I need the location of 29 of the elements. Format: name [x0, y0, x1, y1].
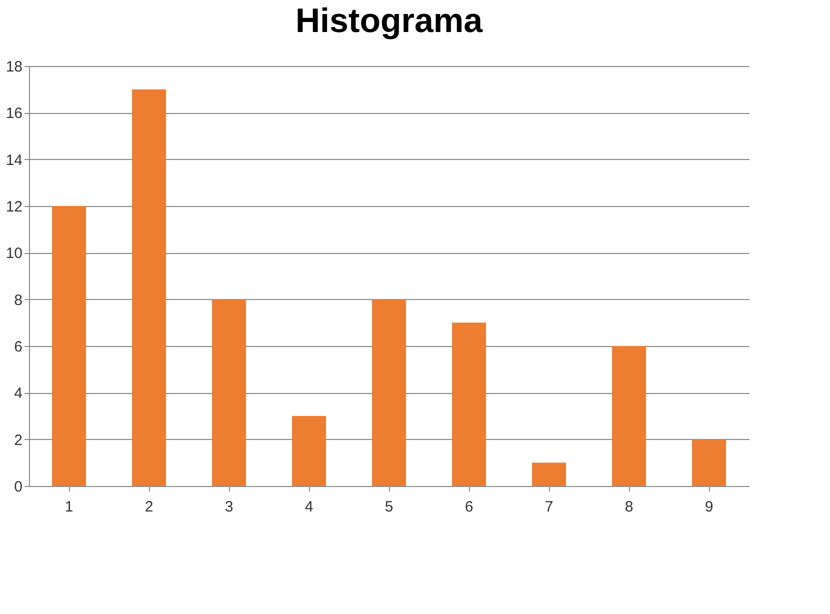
y-tick-label: 18	[6, 58, 22, 76]
bar	[132, 89, 166, 486]
x-tick-label: 4	[304, 498, 314, 516]
y-tick-label: 4	[14, 385, 22, 402]
x-tick-label: 2	[144, 498, 154, 516]
x-tick-label: 5	[384, 498, 394, 516]
bar	[692, 439, 726, 486]
x-tick-label: 1	[64, 498, 74, 516]
bar	[452, 322, 486, 486]
bar	[212, 299, 246, 486]
bar	[612, 346, 646, 486]
x-tick-label: 9	[704, 498, 714, 516]
x-tick-label: 6	[464, 498, 474, 516]
bar	[52, 206, 86, 486]
y-tick-label: 12	[6, 198, 22, 216]
bar	[372, 299, 406, 486]
y-tick-label: 8	[14, 292, 22, 309]
x-tick-label: 3	[224, 498, 234, 516]
bar	[532, 462, 566, 486]
y-tick-label: 16	[6, 105, 22, 122]
x-tick-label: 8	[624, 498, 634, 516]
y-tick-label: 0	[14, 478, 22, 496]
y-tick-label: 2	[14, 432, 22, 449]
bar	[292, 416, 326, 486]
y-tick-label: 6	[14, 338, 22, 356]
x-tick-label: 7	[544, 498, 554, 516]
y-tick-label: 14	[6, 152, 22, 169]
chart-title: Histograma	[295, 2, 484, 40]
y-tick-label: 10	[6, 245, 22, 262]
